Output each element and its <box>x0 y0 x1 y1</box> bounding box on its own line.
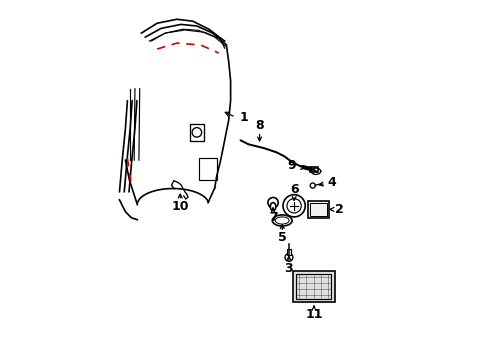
Text: 9: 9 <box>287 159 296 172</box>
Text: 7: 7 <box>268 211 277 224</box>
Bar <box>307 201 328 218</box>
Text: 4: 4 <box>327 176 336 189</box>
Text: 1: 1 <box>239 111 247 124</box>
Circle shape <box>309 183 315 188</box>
Text: 8: 8 <box>255 119 264 132</box>
Ellipse shape <box>272 215 291 226</box>
Bar <box>189 123 203 141</box>
Circle shape <box>283 195 305 217</box>
Text: 2: 2 <box>334 203 343 216</box>
Text: 5: 5 <box>277 231 286 244</box>
Circle shape <box>267 198 278 208</box>
Bar <box>309 167 317 172</box>
Bar <box>292 271 334 302</box>
Bar <box>296 274 331 299</box>
Bar <box>199 158 216 180</box>
Text: 3: 3 <box>284 262 293 275</box>
Bar <box>309 203 326 216</box>
Text: 6: 6 <box>289 184 298 197</box>
Ellipse shape <box>270 203 275 211</box>
Text: 11: 11 <box>305 308 322 321</box>
Bar <box>286 249 291 255</box>
Text: 10: 10 <box>171 200 188 213</box>
